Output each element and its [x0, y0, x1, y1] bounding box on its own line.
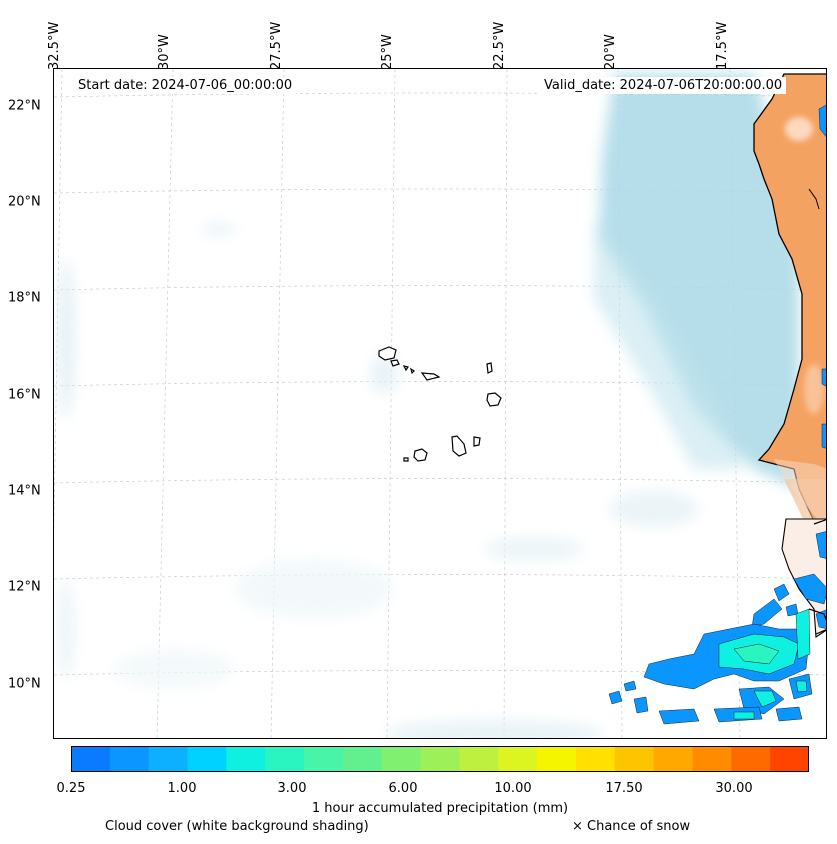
colorbar-swatch — [770, 746, 809, 772]
snow-legend: × Chance of snow — [572, 819, 691, 834]
colorbar-tick-1-00: 1.00 — [167, 781, 197, 796]
colorbar-tick-30-00: 30.00 — [715, 781, 753, 796]
colorbar-label: 1 hour accumulated precipitation (mm) — [311, 801, 569, 816]
lon-label-20w: 20°W — [603, 34, 618, 70]
colorbar-swatch — [575, 746, 616, 772]
colorbar-swatch — [71, 746, 111, 772]
lon-label-17-5w: 17.5°W — [715, 21, 730, 70]
lat-label-16n: 16°N — [8, 387, 41, 403]
cloud-cover-shading — [58, 74, 799, 738]
lat-label-18n: 18°N — [8, 290, 41, 306]
colorbar-swatch — [420, 746, 461, 772]
colorbar-swatch — [148, 746, 189, 772]
colorbar-swatch — [187, 746, 227, 772]
colorbar-swatch — [304, 746, 344, 772]
land-africa — [753, 73, 826, 638]
colorbar-swatch — [537, 746, 577, 772]
colorbar-swatch — [226, 746, 266, 772]
lon-label-32-5w: 32.5°W — [47, 21, 62, 70]
colorbar-swatch — [692, 746, 732, 772]
map-canvas — [54, 69, 826, 738]
colorbar-swatches — [71, 746, 809, 772]
colorbar-tick-6-00: 6.00 — [388, 781, 418, 796]
colorbar-swatch — [614, 746, 655, 772]
lat-label-10n: 10°N — [8, 676, 41, 692]
lon-label-22-5w: 22.5°W — [492, 21, 507, 70]
colorbar-swatch — [653, 746, 694, 772]
cape-verde-islands — [378, 346, 502, 462]
start-date-label: Start date: 2024-07-06_00:00:00 — [74, 77, 297, 94]
colorbar-swatch — [381, 746, 422, 772]
lat-label-14n: 14°N — [8, 483, 41, 499]
lat-label-12n: 12°N — [8, 579, 41, 595]
precipitation-field — [608, 104, 826, 725]
colorbar-border — [71, 746, 809, 772]
colorbar-swatch — [342, 746, 383, 772]
lon-label-30w: 30°W — [157, 34, 172, 70]
precipitation-colorbar — [71, 746, 809, 772]
colorbar-tick-0-25: 0.25 — [56, 781, 86, 796]
map-panel[interactable]: Start date: 2024-07-06_00:00:00 Valid_da… — [53, 68, 827, 739]
colorbar-swatch — [109, 746, 150, 772]
coastline-extras — [808, 519, 826, 635]
cloud-cover-legend: Cloud cover (white background shading) — [105, 819, 369, 834]
valid-date-label: Valid_date: 2024-07-06T20:00:00.00 — [540, 77, 787, 94]
colorbar-swatch — [459, 746, 499, 772]
lon-label-27-5w: 27.5°W — [269, 21, 284, 70]
colorbar-swatch — [731, 746, 771, 772]
colorbar-tick-17-50: 17.50 — [605, 781, 643, 796]
lat-label-22n: 22°N — [8, 98, 41, 114]
lon-label-25w: 25°W — [380, 34, 395, 70]
colorbar-tick-3-00: 3.00 — [277, 781, 307, 796]
lat-label-20n: 20°N — [8, 194, 41, 210]
colorbar-tick-10-00: 10.00 — [494, 781, 532, 796]
colorbar-swatch — [265, 746, 305, 772]
colorbar-swatch — [498, 746, 538, 772]
